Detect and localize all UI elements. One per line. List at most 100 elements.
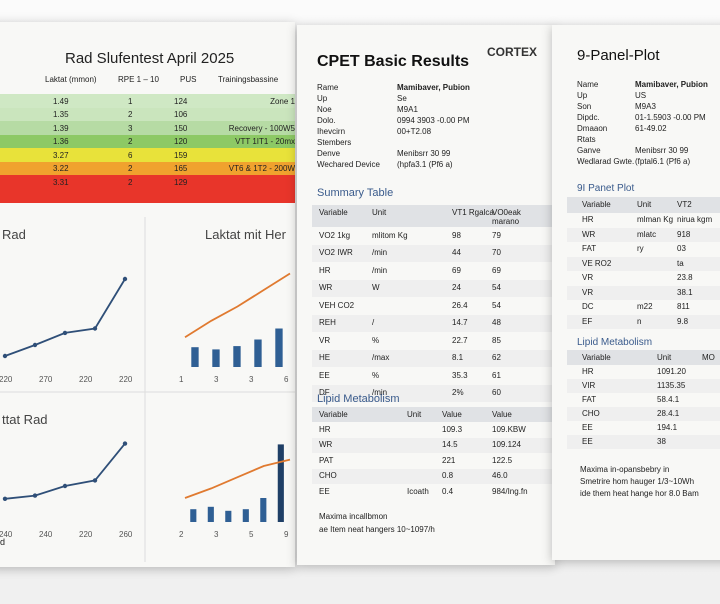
x-label: 9 <box>284 530 289 539</box>
row-band <box>567 407 720 421</box>
cell: 109.3 <box>442 424 463 434</box>
x-label: 240 <box>39 530 53 539</box>
field-value: Se <box>397 94 407 103</box>
cell: VR <box>582 273 594 283</box>
cell: /min <box>372 265 388 275</box>
field-value: 01-1.5903 -0.00 PM <box>635 113 706 122</box>
x-label: 5 <box>249 530 254 539</box>
bar <box>225 510 232 522</box>
field-label: Dolo. <box>317 116 336 125</box>
cell: FAT <box>582 244 597 254</box>
table-header <box>567 350 720 365</box>
table-header <box>312 407 555 422</box>
column-header: Unit <box>637 200 652 209</box>
cell: WR <box>319 440 333 450</box>
cell: VR <box>319 335 331 345</box>
cell: HE <box>319 353 331 363</box>
cell: 2 <box>128 164 133 173</box>
field-label: Ganve <box>577 146 601 155</box>
chart-title: ttat Rad <box>2 412 48 427</box>
column-header: RPE 1 – 10 <box>118 75 159 84</box>
cell: CHO <box>582 409 600 418</box>
cell: 9.8 <box>677 316 689 326</box>
cell: VEH CO2 <box>319 300 355 310</box>
cell: HR <box>319 265 331 275</box>
x-label: 6 <box>284 375 289 384</box>
field-value: M9A3 <box>635 102 656 111</box>
column-header: Unit <box>657 353 672 362</box>
cell: 54 <box>492 283 501 293</box>
bar <box>191 347 199 367</box>
cell: 0.8 <box>442 471 454 481</box>
cell: 1.49 <box>53 96 69 106</box>
cell: 6 <box>128 150 133 160</box>
field-label: Dipdc. <box>577 113 600 122</box>
column-header: MO <box>702 353 715 362</box>
x-label: 2 <box>179 530 184 539</box>
field-label: Name <box>577 80 599 89</box>
cell: 58.4.1 <box>657 395 680 404</box>
cell: 106 <box>174 110 188 119</box>
cell: 1.35 <box>53 110 69 119</box>
cell: 62 <box>492 353 501 363</box>
cell: /max <box>372 353 390 363</box>
field-label: Ihevcirn <box>317 127 346 136</box>
cell: 109.124 <box>492 440 521 450</box>
point <box>92 478 98 483</box>
row-band <box>312 384 555 402</box>
x-label: 220 <box>79 530 93 539</box>
cell: 28.4.1 <box>657 409 680 418</box>
cell: EE <box>319 370 330 380</box>
point <box>62 483 68 489</box>
bar <box>207 506 214 522</box>
table-header <box>567 197 720 213</box>
cell: 14.5 <box>442 440 458 450</box>
bar <box>275 328 283 367</box>
left-sheet: Rad Slufentest April 2025 Laktat (mmon) RP… <box>0 22 295 567</box>
x-label: 220 <box>0 375 13 384</box>
line <box>184 458 291 499</box>
field-value: 61-49.02 <box>635 124 667 133</box>
cell: EE <box>319 486 330 496</box>
cell: REH <box>319 318 336 328</box>
row-band <box>312 314 555 332</box>
cell: VR <box>582 287 594 297</box>
x-label: 3 <box>214 375 219 384</box>
field-label: Up <box>577 91 588 100</box>
field-value: Menibsrr 30 99 <box>635 146 689 155</box>
cell: W <box>372 283 380 293</box>
line <box>4 443 126 500</box>
cell: 23.8 <box>677 273 693 283</box>
title: 9-Panel-Plot <box>577 47 660 64</box>
cell: 38 <box>657 437 666 446</box>
field-label: Up <box>317 94 328 103</box>
cell: mlitom Kg <box>372 230 408 240</box>
bar <box>212 349 220 367</box>
field-label: Noe <box>317 105 332 114</box>
column-header: Value <box>492 410 512 419</box>
middle-sheet: CPET Basic Results CORTEX Rame Mamibaver, P… <box>297 25 555 565</box>
cell: 150 <box>174 123 188 133</box>
row-band <box>0 175 295 189</box>
cell: 3 <box>128 123 133 133</box>
cell: / <box>372 318 375 328</box>
cell: nirua kgm <box>677 215 713 225</box>
cell: EE <box>582 437 593 446</box>
field-value: Menibsrr 30 99 <box>397 149 451 158</box>
section-title: 9I Panet Plot <box>577 183 635 194</box>
cell: 38.1 <box>677 287 693 297</box>
cell: DC <box>582 302 594 312</box>
cell: 918 <box>677 229 691 239</box>
cell: 03 <box>677 244 686 254</box>
row-band <box>567 314 720 329</box>
column-header: VT1 Rgalca <box>452 208 494 217</box>
x-label: 1 <box>179 375 184 384</box>
cell: PAT <box>319 455 334 465</box>
cell: EE <box>582 423 593 432</box>
cell: EF <box>582 316 593 326</box>
point <box>32 342 38 348</box>
cell: 2% <box>452 388 464 398</box>
cell: VIR <box>582 381 596 390</box>
point <box>92 326 98 331</box>
column-header: VO0eak marano <box>492 208 521 226</box>
